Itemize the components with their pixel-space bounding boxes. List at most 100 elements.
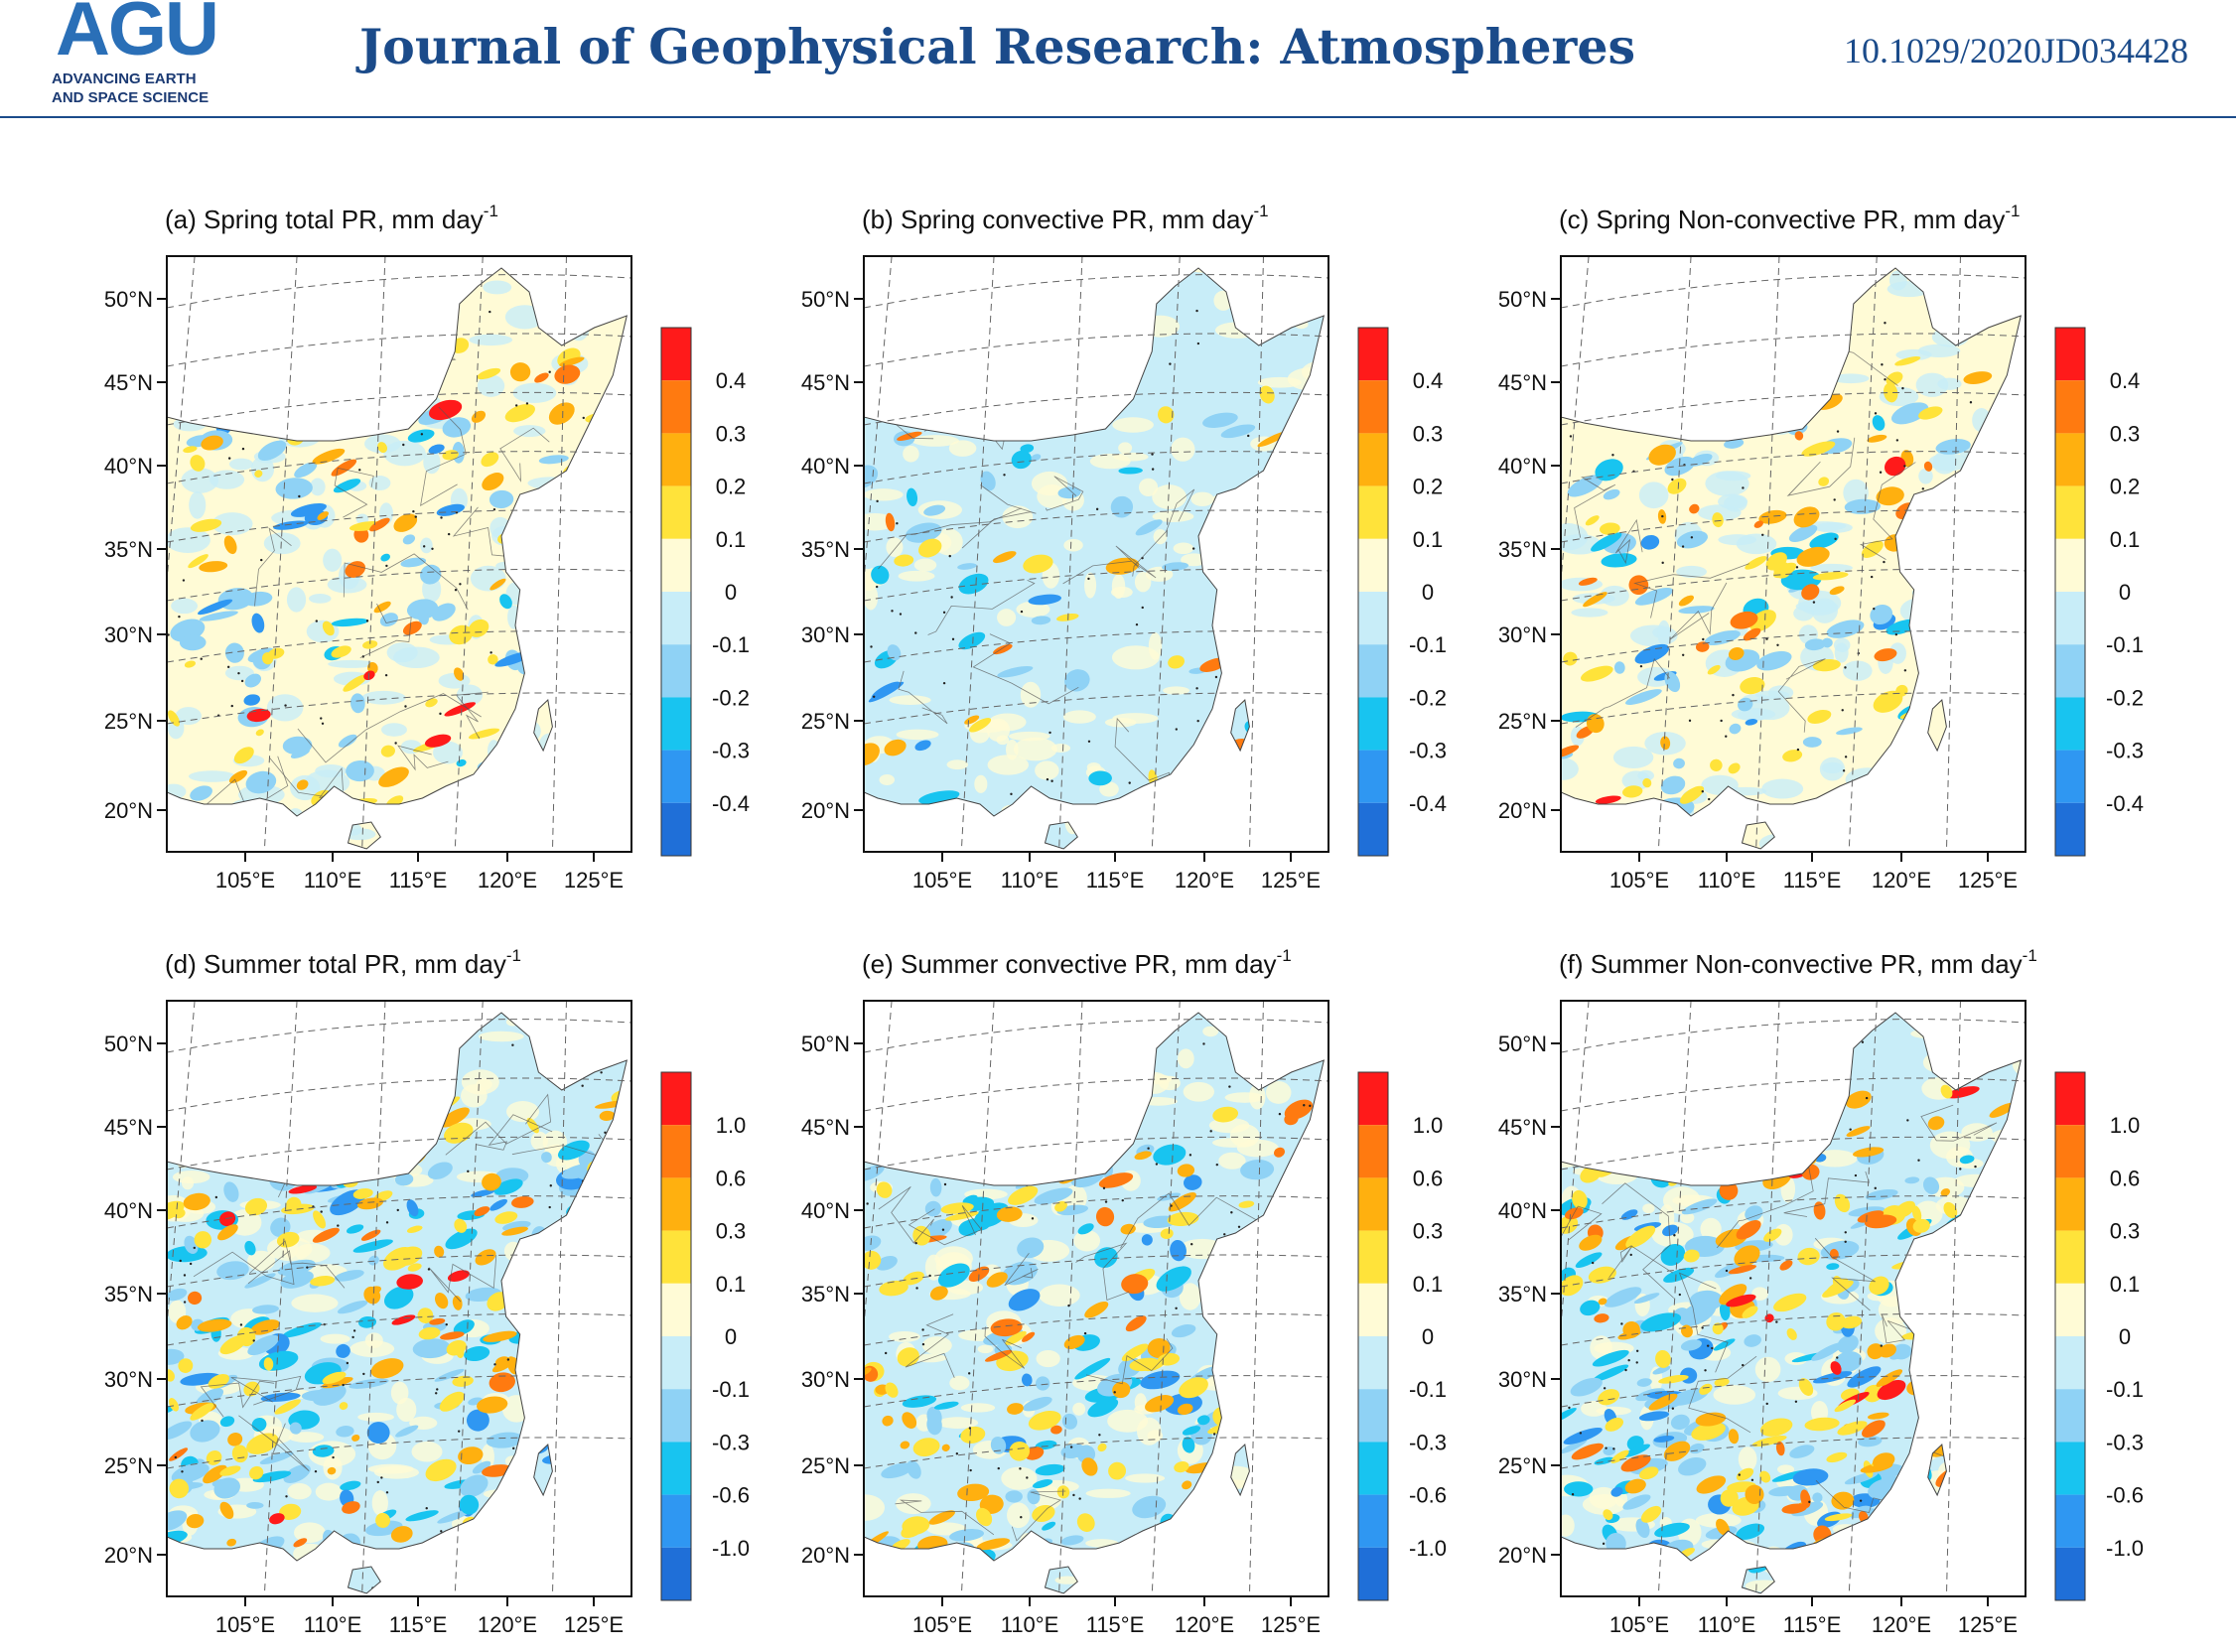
map-area	[1561, 256, 2026, 852]
lat-tick-label: 45°N	[104, 370, 153, 395]
map-frame	[863, 1000, 1329, 1597]
colorbar-label: 0.4	[716, 368, 747, 393]
colorbar-segment	[1358, 1125, 1388, 1178]
panel-title: (f) Summer Non-convective PR, mm day-1	[1559, 946, 2037, 979]
doi-label: 10.1029/2020JD034428	[1843, 31, 2188, 70]
lon-tick-label: 115°E	[1783, 868, 1842, 893]
coastline	[167, 1012, 628, 1562]
colorbar-segment	[2055, 592, 2085, 645]
colorbar-label: 0.3	[2110, 421, 2141, 446]
lon-tick-label: 125°E	[564, 868, 624, 893]
lon-tick-label: 105°E	[912, 868, 972, 893]
graticule	[864, 1001, 1328, 1596]
colorbar-segment	[1358, 485, 1388, 539]
lat-tick-label: 20°N	[104, 1543, 153, 1568]
colorbar-label: 0.1	[2110, 527, 2141, 552]
lon-tick-label: 120°E	[1872, 1612, 1931, 1637]
colorbar-label: -0.6	[1409, 1483, 1447, 1508]
lat-tick-label: 50°N	[1498, 287, 1547, 312]
colorbar-label: 0.6	[716, 1166, 747, 1190]
panel-c: (c) Spring Non-convective PR, mm day-1 50…	[1498, 202, 2144, 893]
colorbar-segment	[2055, 485, 2085, 539]
colorbar-label: 0.3	[2110, 1219, 2141, 1244]
lat-tick-label: 25°N	[104, 1453, 153, 1478]
colorbar-segment	[661, 1442, 691, 1495]
lat-tick-label: 20°N	[1498, 798, 1547, 823]
colorbar-label: 0	[725, 1324, 737, 1349]
colorbar-segment	[661, 802, 691, 856]
graticule	[167, 256, 631, 852]
coastline	[167, 267, 628, 817]
colorbar-segment	[1358, 1283, 1388, 1336]
colorbar-label: -0.2	[1409, 685, 1447, 710]
panel-title: (a) Spring total PR, mm day-1	[165, 202, 498, 234]
colorbar-label: 0	[2119, 1324, 2131, 1349]
lon-tick-label: 125°E	[1958, 1612, 2018, 1637]
colorbar-segment	[1358, 1494, 1388, 1548]
colorbar-label: 0.6	[1413, 1166, 1444, 1190]
panel-b: (b) Spring convective PR, mm day-1 50°N 45…	[801, 202, 1447, 893]
field-shading	[167, 268, 628, 849]
lon-tick-label: 115°E	[1086, 868, 1145, 893]
colorbar-label: -0.2	[2106, 685, 2144, 710]
lat-tick-label: 50°N	[801, 287, 850, 312]
lat-tick-label: 45°N	[1498, 1115, 1547, 1140]
colorbar-segment	[1358, 538, 1388, 592]
journal-title: Journal of Geophysical Research: Atmosph…	[359, 18, 1636, 75]
colorbar-segment	[1358, 328, 1388, 381]
lat-tick-label: 40°N	[801, 454, 850, 479]
colorbar-segment	[2055, 1072, 2085, 1126]
lat-tick-label: 30°N	[1498, 622, 1547, 647]
colorbar-label: 0.6	[2110, 1166, 2141, 1190]
lat-tick-label: 20°N	[801, 798, 850, 823]
lon-tick-label: 115°E	[1086, 1612, 1145, 1637]
colorbar-segment	[1358, 1442, 1388, 1495]
colorbar-label: 0.1	[716, 527, 747, 552]
field-shading	[864, 268, 1325, 849]
panel-a: (a) Spring total PR, mm day-1 50°N 45°N 40°…	[104, 202, 750, 893]
lat-tick-label: 35°N	[1498, 1282, 1547, 1307]
lat-tick-label: 50°N	[801, 1032, 850, 1056]
colorbar-label: 0	[1422, 1324, 1434, 1349]
lon-tick-label: 125°E	[1261, 868, 1321, 893]
colorbar-segment	[2055, 1336, 2085, 1390]
lat-tick-label: 25°N	[1498, 1453, 1547, 1478]
lat-tick-label: 30°N	[104, 622, 153, 647]
colorbar-segment	[2055, 1125, 2085, 1178]
lat-tick-label: 20°N	[104, 798, 153, 823]
agu-logo-subtitle: ADVANCING EARTH AND SPACE SCIENCE	[52, 70, 210, 106]
colorbar-label: -0.6	[712, 1483, 750, 1508]
field-shading	[864, 1013, 1325, 1593]
panel-title: (e) Summer convective PR, mm day-1	[862, 946, 1292, 979]
panel-title: (d) Summer total PR, mm day-1	[165, 946, 521, 979]
lon-tick-label: 125°E	[1261, 1612, 1321, 1637]
colorbar-segment	[1358, 750, 1388, 803]
colorbar-segment	[661, 697, 691, 751]
field-shading	[167, 1013, 628, 1593]
colorbar-segment	[661, 1283, 691, 1336]
colorbar-label: 0.2	[2110, 475, 2141, 499]
colorbar-segment	[661, 1177, 691, 1231]
colorbar-label: 1.0	[1413, 1113, 1444, 1138]
graticule	[167, 1001, 631, 1596]
colorbar-label: -0.1	[2106, 632, 2144, 657]
agu-logo: AGU ADVANCING EARTH AND SPACE SCIENCE	[44, 0, 242, 109]
colorbar-segment	[1358, 1547, 1388, 1600]
colorbar-label: -0.1	[712, 1377, 750, 1402]
colorbar-segment	[2055, 750, 2085, 803]
colorbar-segment	[661, 1230, 691, 1284]
colorbar-segment	[661, 1125, 691, 1178]
colorbar-segment	[2055, 644, 2085, 698]
lat-tick-label: 45°N	[801, 1115, 850, 1140]
lat-tick-label: 25°N	[104, 709, 153, 734]
colorbar-segment	[1358, 1336, 1388, 1390]
lat-tick-label: 30°N	[104, 1367, 153, 1392]
lon-tick-label: 115°E	[389, 868, 448, 893]
colorbar-segment	[2055, 1230, 2085, 1284]
colorbar-segment	[2055, 328, 2085, 381]
lat-tick-label: 20°N	[1498, 1543, 1547, 1568]
map-frame	[1560, 255, 2026, 853]
colorbar-segment	[1358, 802, 1388, 856]
lon-tick-label: 120°E	[1872, 868, 1931, 893]
colorbar-label: -0.3	[712, 1430, 750, 1454]
